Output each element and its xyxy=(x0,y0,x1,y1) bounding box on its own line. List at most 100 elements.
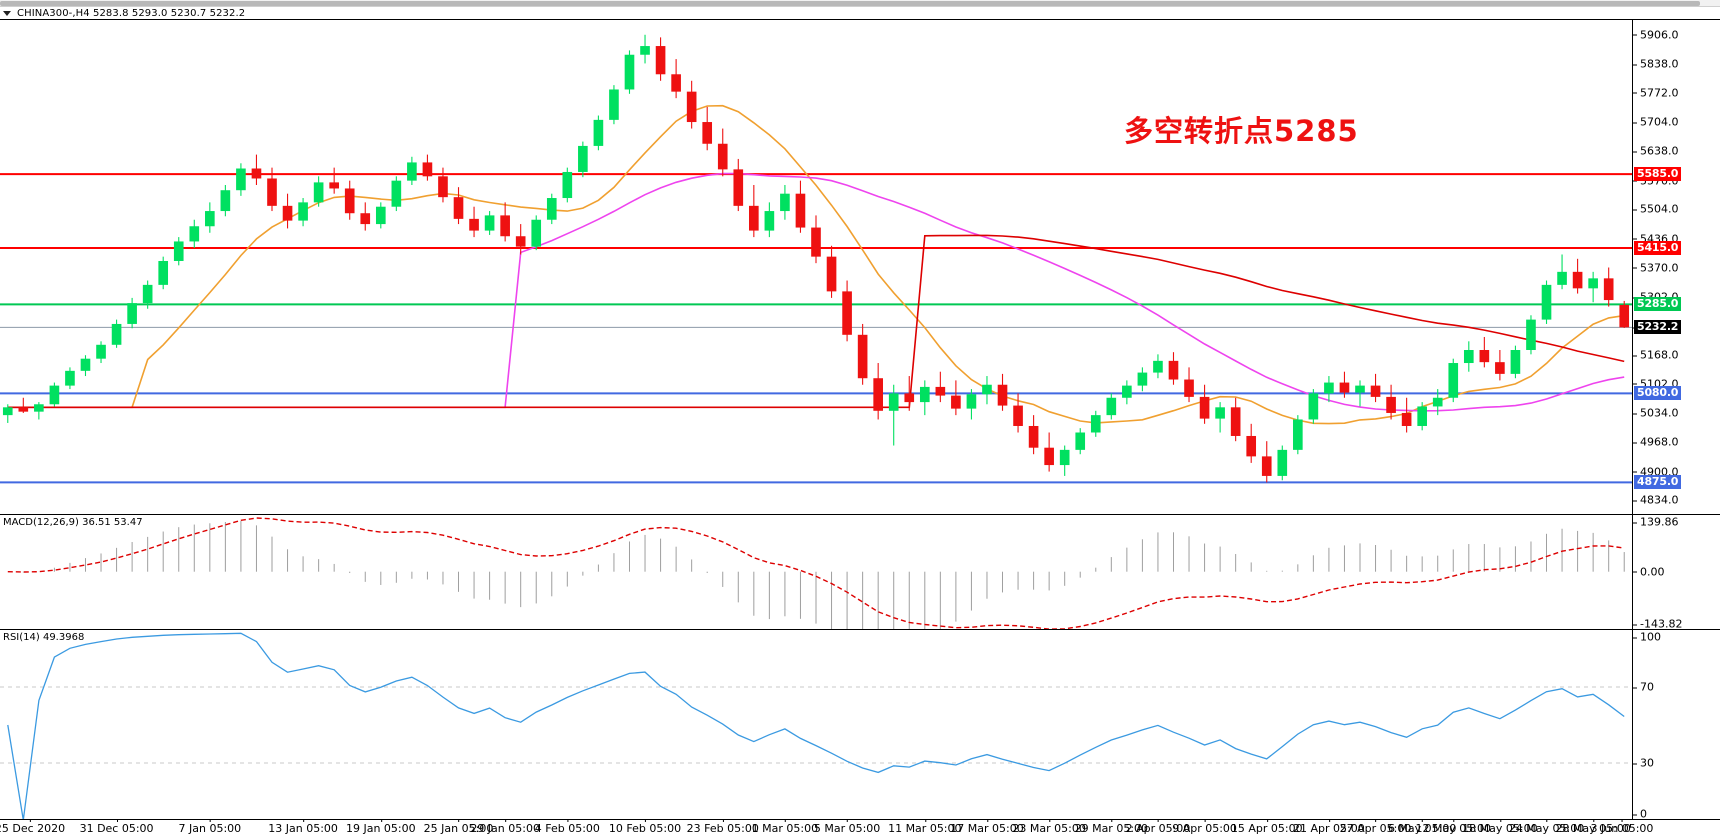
price-panel: 5906.05838.05772.05704.05638.05570.05504… xyxy=(0,20,1720,515)
candle-body xyxy=(142,284,153,304)
candle-body xyxy=(1510,350,1521,374)
price-badge-blue: 4875.0 xyxy=(1634,475,1682,490)
candle-body xyxy=(1572,271,1583,289)
candle-body xyxy=(717,143,728,170)
candle-body xyxy=(111,323,122,345)
time-tick-label: 2 Apr 05:00 xyxy=(1126,819,1190,835)
candle-body xyxy=(655,46,666,75)
macd-tick: -143.82 xyxy=(1633,619,1682,630)
candle-body xyxy=(205,211,215,227)
candle-body xyxy=(1401,412,1412,426)
candle-body xyxy=(329,182,339,189)
candle-body xyxy=(1044,447,1054,466)
candle-body xyxy=(593,119,604,146)
time-tick-label: 3 Jun 05:00 xyxy=(1591,819,1653,835)
candle-body xyxy=(671,74,681,92)
candle-body xyxy=(127,303,137,324)
candle-body xyxy=(1137,372,1148,386)
candle-body xyxy=(951,395,961,409)
candle-body xyxy=(34,404,44,412)
candle-body xyxy=(173,241,184,261)
chevron-down-icon[interactable] xyxy=(3,10,11,16)
candle-body xyxy=(826,256,837,292)
candle-body xyxy=(2,407,13,416)
price-axis[interactable]: 5906.05838.05772.05704.05638.05570.05504… xyxy=(1632,20,1720,514)
price-plot-area[interactable] xyxy=(0,20,1632,514)
time-tick-label: 15 Apr 05:00 xyxy=(1231,819,1303,835)
candle-body xyxy=(220,190,231,212)
candle-body xyxy=(811,227,821,257)
price-badge-red: 5415.0 xyxy=(1634,240,1682,255)
candle-body xyxy=(236,168,246,191)
time-tick-label: 1 Mar 05:00 xyxy=(752,819,818,835)
time-tick-label: 25 Dec 2020 xyxy=(0,819,65,835)
time-tick-label: 17 Mar 05:00 xyxy=(950,819,1024,835)
time-tick-label: 29 Jan 05:00 xyxy=(470,819,540,835)
time-tick-label: 24 May 05:00 xyxy=(1509,819,1584,835)
candle-body xyxy=(1339,382,1350,393)
chart-annotation-text: 多空转折点5285 xyxy=(1124,114,1359,148)
time-tick-label: 10 Feb 05:00 xyxy=(609,819,681,835)
candle-body xyxy=(298,202,308,221)
rsi-tick: 70 xyxy=(1633,682,1654,693)
candle-body xyxy=(469,218,479,231)
candle-body xyxy=(935,386,946,396)
candle-body xyxy=(1619,304,1630,328)
candle-body xyxy=(578,145,588,172)
candle-body xyxy=(1230,407,1241,436)
macd-svg xyxy=(7,517,1625,629)
candle-body xyxy=(780,193,790,212)
macd-plot-area[interactable] xyxy=(0,515,1632,629)
price-tick: 5638.0 xyxy=(1633,146,1679,157)
candle-body xyxy=(702,122,713,144)
candle-body xyxy=(1603,278,1614,301)
price-tick: 5504.0 xyxy=(1633,204,1679,215)
time-tick-label: 11 Mar 05:00 xyxy=(888,819,962,835)
macd-label: MACD(12,26,9) 36.51 53.47 xyxy=(3,517,143,528)
candle-body xyxy=(531,219,542,247)
rsi-tick: 0 xyxy=(1633,809,1647,820)
symbol-header: CHINA300-,H4 5283.8 5293.0 5230.7 5232.2 xyxy=(0,7,1720,20)
time-tick-label: 21 Apr 05:00 xyxy=(1293,819,1365,835)
candle-body xyxy=(888,393,899,411)
candle-body xyxy=(873,378,883,411)
price-tick: 4900.0 xyxy=(1633,466,1679,477)
candle-body xyxy=(1028,425,1039,448)
candle-body xyxy=(282,205,293,221)
horizontal-scrollbar[interactable] xyxy=(0,0,1720,7)
candle-body xyxy=(749,205,759,231)
ma-fast-line xyxy=(7,104,1625,425)
macd-tick: 0.00 xyxy=(1633,566,1665,577)
macd-tick: 139.86 xyxy=(1633,517,1679,528)
candle-body xyxy=(360,213,371,225)
candle-body xyxy=(80,358,91,371)
price-badge-green: 5285.0 xyxy=(1634,297,1682,312)
price-candlestick-svg xyxy=(0,34,1632,484)
candle-body xyxy=(1153,360,1163,373)
symbol-ohlc-text: CHINA300-,H4 5283.8 5293.0 5230.7 5232.2 xyxy=(17,7,246,19)
candle-body xyxy=(1075,432,1086,450)
time-tick-label: 12 May 05:00 xyxy=(1416,819,1491,835)
price-badge-black: 5232.2 xyxy=(1634,320,1682,335)
candle-body xyxy=(1324,382,1334,394)
candle-body xyxy=(158,260,169,285)
candle-body xyxy=(1106,397,1117,416)
candle-body xyxy=(1090,415,1101,433)
candle-body xyxy=(1495,362,1505,374)
candle-body xyxy=(375,206,386,225)
rsi-svg xyxy=(0,632,1632,819)
scrollbar-thumb[interactable] xyxy=(0,1,1700,6)
price-tick: 5168.0 xyxy=(1633,350,1679,361)
price-badge-red: 5585.0 xyxy=(1634,167,1682,182)
candle-body xyxy=(1386,396,1396,413)
candle-body xyxy=(609,89,619,120)
time-tick-label: 6 May 05:00 xyxy=(1388,819,1456,835)
price-tick: 4968.0 xyxy=(1633,437,1679,448)
macd-main-line xyxy=(7,517,1625,629)
rsi-plot-area[interactable] xyxy=(0,630,1632,819)
candle-body xyxy=(251,168,262,179)
price-tick: 5772.0 xyxy=(1633,87,1679,98)
time-tick-label: 29 Mar 05:00 xyxy=(1075,819,1148,835)
candle-body xyxy=(1417,406,1427,426)
price-tick: 5704.0 xyxy=(1633,117,1679,128)
